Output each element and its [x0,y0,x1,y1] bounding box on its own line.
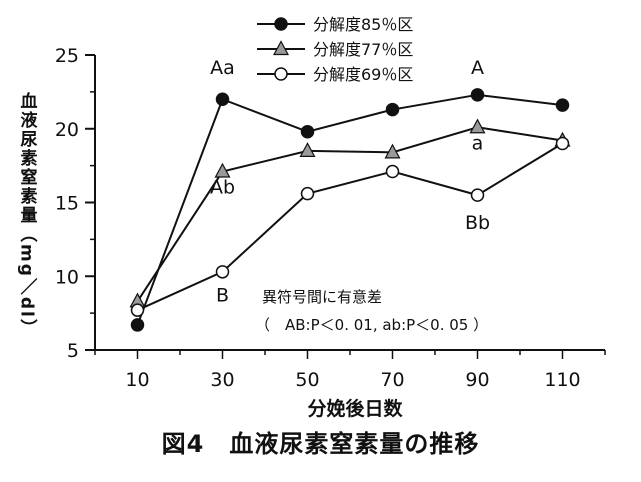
series-1-point-30 [215,92,230,106]
y-tick-label-10: 10 [55,266,79,288]
series-3 [130,136,570,317]
x-tick-label-30: 30 [210,369,234,391]
series-2-point-30 [214,162,231,178]
annotation-6: Bb [465,212,490,234]
series-3-point-30 [215,265,230,279]
series-1-point-110 [555,98,570,112]
series-2-point-90 [469,118,486,134]
series-2-point-70 [384,143,401,159]
significance-note-line1: 異符号間に有意差 [262,288,382,306]
annotation-5: a [472,132,484,154]
annotations: Aa Ab B Aa Bb [210,57,490,306]
series-3-point-10 [130,303,145,317]
series-2-point-50 [299,142,316,157]
annotation-3: B [216,284,229,306]
legend-label-2: 分解度77％区 [313,40,413,59]
y-axis-label: 血液尿素窒素量（mg／dl） [16,92,37,338]
series-3-point-70 [385,164,400,179]
x-tick-label-50: 50 [295,369,319,391]
x-tick-label-90: 90 [465,369,489,391]
x-axis-label: 分娩後日数 [307,397,403,420]
chart: 5 10 15 20 25 10 30 50 70 90 110 Aa Ab B Aa Bb 分解度85％区… [55,15,606,420]
legend-marker-3 [274,67,288,81]
legend-label-1: 分解度85％区 [313,15,413,34]
annotation-4: A [471,57,484,79]
series-1-line [136,93,563,326]
y-axis-label-box: 血液尿素窒素量（mg／dl） [12,70,42,360]
annotation-2: Ab [210,177,235,199]
annotation-1: Aa [210,57,235,79]
y-tick-label-15: 15 [55,193,79,215]
figure-caption: 図4 血液尿素窒素量の推移 [161,430,480,458]
series-3-line [137,142,564,312]
significance-note-line2: （ AB:P＜0. 01, ab:P＜0. 05 ） [255,316,488,334]
x-tick-label-110: 110 [544,369,580,391]
legend-marker-1 [274,17,288,31]
series-3-point-90 [470,188,485,202]
series-2 [129,118,571,308]
series-2-line [136,126,563,302]
y-tick-label-5: 5 [67,340,79,362]
series-3-point-110 [555,136,570,151]
legend-label-3: 分解度69％区 [313,65,413,84]
series-layer [129,88,571,332]
y-tick-label-25: 25 [55,45,79,67]
series-1 [130,88,570,332]
legend-marker-2 [272,40,290,56]
series-1-point-90 [470,88,485,102]
series-1-point-50 [300,124,315,139]
axes: 5 10 15 20 25 10 30 50 70 90 110 [55,45,606,391]
series-1-point-10 [130,318,145,332]
series-3-point-50 [300,186,315,201]
x-tick-label-70: 70 [380,369,404,391]
y-tick-label-20: 20 [55,119,79,141]
series-1-point-70 [385,102,400,117]
x-tick-label-10: 10 [125,369,149,391]
